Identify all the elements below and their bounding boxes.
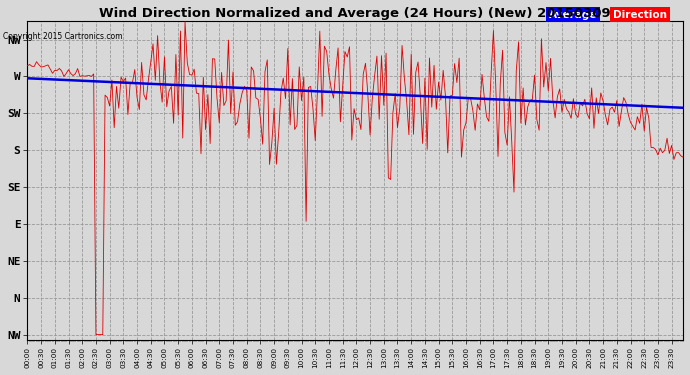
Text: Direction: Direction	[613, 9, 667, 20]
Text: Average: Average	[549, 9, 597, 20]
Text: Copyright 2015 Cartronics.com: Copyright 2015 Cartronics.com	[3, 32, 123, 41]
Title: Wind Direction Normalized and Average (24 Hours) (New) 20150309: Wind Direction Normalized and Average (2…	[99, 7, 611, 20]
